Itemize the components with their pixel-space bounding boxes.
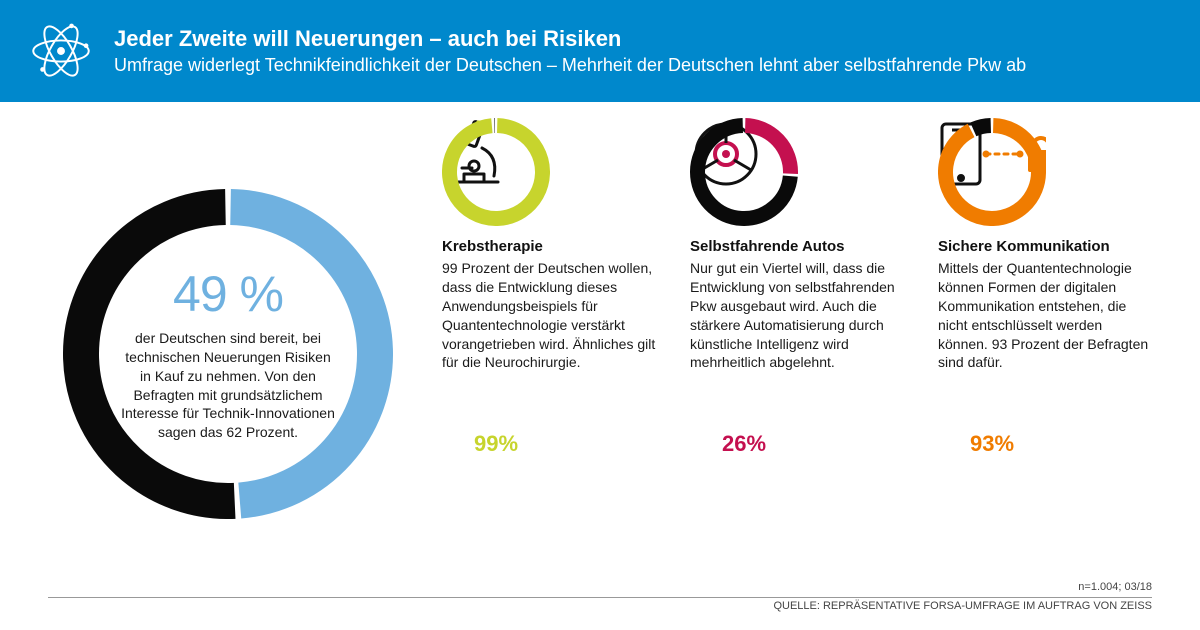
main-donut: 49 % der Deutschen sind bereit, bei tech… <box>63 189 393 519</box>
column-body: Nur gut ein Viertel will, dass die Entwi… <box>690 259 904 372</box>
mini-donut-pct: 93% <box>938 390 1046 498</box>
footer-rule <box>48 597 1152 598</box>
phone-lock-icon <box>938 146 1152 226</box>
header-text: Jeder Zweite will Neuerungen – auch bei … <box>114 26 1026 77</box>
microscope-icon <box>442 146 656 226</box>
main-donut-center: 49 % der Deutschen sind bereit, bei tech… <box>63 189 393 519</box>
column-2: Sichere Kommunikation Mittels der Quante… <box>938 146 1152 561</box>
mini-donut-wrap: 93% <box>938 390 1152 498</box>
infographic-root: Jeder Zweite will Neuerungen – auch bei … <box>0 0 1200 630</box>
column-body: 99 Prozent der Deutschen wollen, dass di… <box>442 259 656 372</box>
header-title: Jeder Zweite will Neuerungen – auch bei … <box>114 26 1026 52</box>
column-title: Selbstfahrende Autos <box>690 238 904 255</box>
main-donut-block: 49 % der Deutschen sind bereit, bei tech… <box>48 146 408 561</box>
column-title: Sichere Kommunikation <box>938 238 1152 255</box>
columns: Krebstherapie 99 Prozent der Deutschen w… <box>442 146 1152 561</box>
body: 49 % der Deutschen sind bereit, bei tech… <box>0 102 1200 581</box>
mini-donut-wrap: 26% <box>690 390 904 498</box>
mini-donut-pct: 99% <box>442 390 550 498</box>
footer: n=1.004; 03/18 QUELLE: REPRÄSENTATIVE FO… <box>0 581 1200 630</box>
footer-meta: n=1.004; 03/18 <box>48 581 1152 593</box>
column-0: Krebstherapie 99 Prozent der Deutschen w… <box>442 146 656 561</box>
mini-donut: 26% <box>690 390 798 498</box>
mini-donut-wrap: 99% <box>442 390 656 498</box>
mini-donut: 93% <box>938 390 1046 498</box>
header-subtitle: Umfrage widerlegt Technikfeindlichkeit d… <box>114 54 1026 77</box>
footer-source: QUELLE: REPRÄSENTATIVE FORSA-UMFRAGE IM … <box>48 600 1152 612</box>
main-donut-desc: der Deutschen sind bereit, bei technisch… <box>119 329 337 442</box>
column-title: Krebstherapie <box>442 238 656 255</box>
main-donut-pct: 49 % <box>173 265 283 323</box>
header: Jeder Zweite will Neuerungen – auch bei … <box>0 0 1200 102</box>
mini-donut-pct: 26% <box>690 390 798 498</box>
column-body: Mittels der Quantentechnologie können Fo… <box>938 259 1152 372</box>
mini-donut: 99% <box>442 390 550 498</box>
steering-wheel-icon <box>690 146 904 226</box>
column-1: Selbstfahrende Autos Nur gut ein Viertel… <box>690 146 904 561</box>
atom-icon <box>28 18 94 84</box>
